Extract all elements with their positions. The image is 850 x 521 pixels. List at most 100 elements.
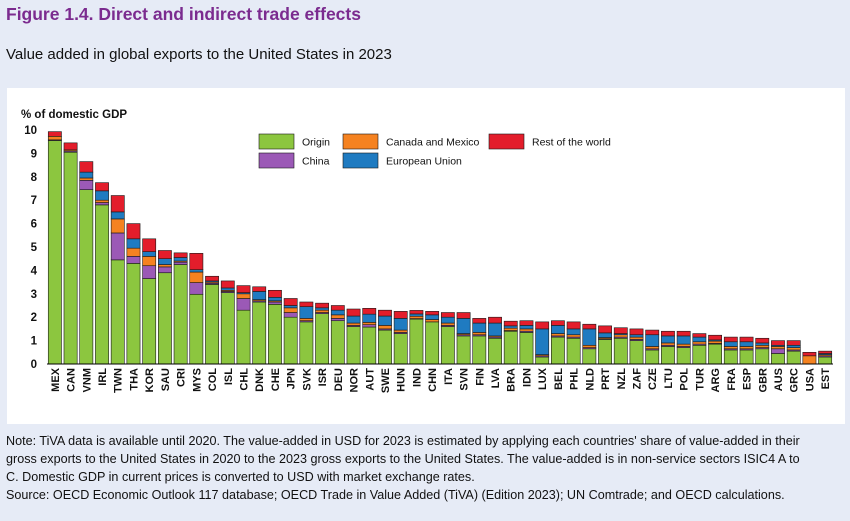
bar-segment-canada-and-mexico [692, 341, 707, 345]
bar-segment-rest-of-the-world [346, 308, 361, 317]
x-tick-label: BRA [506, 368, 518, 392]
bar-segment-european-union [425, 314, 440, 320]
x-tick-label: FIN [474, 368, 486, 386]
bar-segment-origin [645, 349, 660, 365]
note-line-4: Source: OECD Economic Outlook 117 databa… [6, 488, 785, 502]
bar-segment-rest-of-the-world [456, 312, 471, 319]
bar-segment-rest-of-the-world [786, 340, 801, 346]
bar-segment-origin [488, 337, 502, 365]
x-tick-label: ISL [223, 368, 235, 385]
bar-segment-european-union [79, 171, 94, 179]
bar-segment-canada-and-mexico [503, 327, 518, 331]
y-tick-label: 2 [31, 312, 37, 324]
y-tick-label: 6 [31, 219, 37, 231]
bar-segment-canada-and-mexico [629, 336, 644, 340]
x-tick-label: LVA [490, 368, 502, 388]
y-tick-label: 10 [24, 125, 37, 137]
bar-segment-rest-of-the-world [818, 350, 833, 354]
x-tick-label: NZL [616, 368, 628, 390]
legend-swatch [342, 152, 379, 169]
bar-segment-rest-of-the-world [315, 302, 329, 309]
bar-segment-origin [315, 313, 329, 365]
bar-segment-european-union [519, 325, 534, 330]
bar-segment-origin [676, 347, 691, 365]
bar-segment-origin [330, 320, 345, 365]
legend-label: Origin [302, 137, 330, 149]
bar-segment-european-union [661, 335, 675, 344]
bar-segment-european-union [723, 341, 738, 347]
bar-segment-rest-of-the-world [393, 311, 408, 319]
bar-segment-european-union [252, 291, 267, 300]
bar-segment-origin [771, 353, 785, 365]
bar-segment-rest-of-the-world [550, 320, 565, 326]
bar-segment-canada-and-mexico [676, 343, 691, 347]
bar-segment-origin [173, 264, 188, 365]
bar-segment-canada-and-mexico [378, 325, 392, 330]
bar-segment-canada-and-mexico [142, 256, 157, 267]
bar-segment-china [283, 312, 298, 318]
bar-segment-european-union [110, 211, 125, 220]
x-tick-label: CAN [66, 368, 78, 392]
figure-subtitle: Value added in global exports to the Uni… [6, 46, 392, 63]
bar-segment-origin [205, 284, 219, 365]
bar-segment-european-union [488, 322, 502, 337]
bar-segment-origin [142, 278, 157, 365]
bar-segment-rest-of-the-world [158, 250, 172, 259]
bar-segment-rest-of-the-world [582, 323, 597, 330]
bar-segment-canada-and-mexico [346, 322, 361, 326]
x-tick-label: MYS [191, 368, 203, 392]
y-tick-label: 3 [31, 289, 37, 301]
x-tick-label: VNM [81, 368, 93, 392]
bar-segment-origin [362, 326, 377, 365]
bar-segment-rest-of-the-world [519, 320, 534, 326]
bar-segment-european-union [550, 325, 565, 334]
bar-segment-european-union [315, 307, 329, 311]
bar-segment-origin [63, 151, 78, 365]
bar-segment-canada-and-mexico [110, 218, 125, 234]
x-tick-label: NLD [584, 368, 596, 391]
x-tick-label: JPN [286, 368, 298, 389]
x-tick-label: SVN [459, 368, 471, 391]
bar-segment-origin [346, 326, 361, 365]
bar-segment-china [771, 348, 785, 354]
bar-segment-rest-of-the-world [598, 325, 612, 334]
x-tick-label: GRC [789, 368, 801, 393]
y-axis-label: % of domestic GDP [21, 109, 127, 121]
figure-title: Figure 1.4. Direct and indirect trade ef… [6, 4, 361, 24]
bar-segment-canada-and-mexico [47, 136, 62, 141]
x-tick-label: DEU [333, 368, 345, 391]
bar-segment-rest-of-the-world [362, 308, 377, 315]
bar-segment-origin [220, 292, 235, 365]
bar-segment-rest-of-the-world [126, 223, 141, 240]
bar-segment-rest-of-the-world [189, 253, 204, 271]
bar-segment-rest-of-the-world [220, 280, 235, 289]
stacked-bar-chart: % of domestic GDP 0 1 2 3 4 5 6 7 8 9 10 MEX CAN VNM IR… [21, 109, 833, 393]
bar-segment-rest-of-the-world [268, 289, 282, 298]
bar-segment-canada-and-mexico [550, 333, 565, 337]
bar-segment-canada-and-mexico [739, 346, 754, 350]
bar-segment-european-union [440, 316, 455, 324]
bar-segment-canada-and-mexico [95, 199, 109, 203]
bar-segment-rest-of-the-world [236, 285, 251, 293]
bar-segment-european-union [220, 287, 235, 291]
bar-segment-china [79, 180, 94, 190]
bar-segment-origin [535, 356, 550, 365]
x-tick-label: IRL [97, 368, 109, 386]
bar-segment-canada-and-mexico [362, 322, 377, 325]
x-tick-label: SWE [380, 368, 392, 393]
bar-segment-rest-of-the-world [488, 316, 502, 324]
bar-segment-canada-and-mexico [393, 329, 408, 333]
x-tick-label: SAU [160, 368, 172, 391]
bar-segment-european-union [362, 313, 377, 323]
x-tick-label: IDN [521, 368, 533, 387]
bar-segment-canada-and-mexico [158, 264, 172, 268]
bar-segment-european-union [299, 306, 314, 319]
bar-segment-european-union [142, 251, 157, 257]
bar-segment-rest-of-the-world [503, 320, 518, 327]
bar-segment-origin [692, 344, 707, 365]
x-tick-label: ZAF [632, 368, 644, 390]
bar-segment-china [189, 282, 204, 295]
bar-segment-origin [158, 272, 172, 365]
bar-segment-rest-of-the-world [47, 131, 62, 137]
bar-segment-canada-and-mexico [723, 346, 738, 350]
